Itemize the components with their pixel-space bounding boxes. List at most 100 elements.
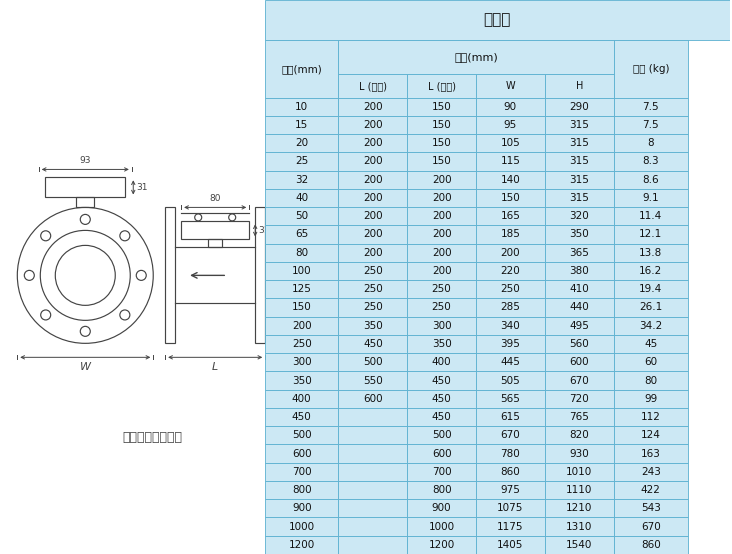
Text: 9.1: 9.1: [643, 193, 659, 203]
Bar: [265, 353, 338, 371]
Bar: [407, 262, 476, 280]
Bar: [476, 262, 545, 280]
Text: 285: 285: [501, 302, 520, 312]
Bar: [545, 134, 613, 152]
Text: 1010: 1010: [566, 467, 592, 477]
Text: 34.2: 34.2: [639, 321, 662, 331]
Text: 1540: 1540: [566, 540, 592, 550]
Bar: [265, 371, 338, 389]
Text: 200: 200: [363, 193, 383, 203]
Bar: [476, 371, 545, 389]
Text: 45: 45: [644, 339, 657, 349]
Text: 670: 670: [641, 522, 661, 532]
Bar: [476, 244, 545, 262]
Bar: [407, 98, 476, 116]
Bar: [545, 262, 613, 280]
Bar: [613, 116, 688, 134]
Text: L (橡胶): L (橡胶): [427, 81, 455, 91]
Bar: [476, 171, 545, 189]
Text: W: W: [506, 81, 515, 91]
Text: 500: 500: [292, 430, 312, 440]
Bar: [407, 371, 476, 389]
Text: 975: 975: [501, 485, 520, 495]
Text: L: L: [212, 362, 218, 372]
Bar: [407, 481, 476, 499]
Bar: [265, 225, 338, 244]
Bar: [476, 499, 545, 517]
Text: 200: 200: [432, 248, 452, 258]
Bar: [545, 152, 613, 171]
Text: 315: 315: [569, 193, 589, 203]
Text: 600: 600: [569, 357, 589, 367]
Bar: [407, 189, 476, 207]
Bar: [265, 481, 338, 499]
Bar: [407, 536, 476, 554]
Bar: [265, 262, 338, 280]
Bar: [338, 536, 407, 554]
Text: 7.5: 7.5: [643, 120, 659, 130]
Bar: [338, 134, 407, 152]
Bar: [338, 280, 407, 299]
Text: 124: 124: [640, 430, 661, 440]
Bar: [338, 262, 407, 280]
Text: 8.3: 8.3: [643, 156, 659, 166]
Bar: [613, 244, 688, 262]
Text: 80: 80: [209, 194, 221, 203]
Text: 150: 150: [432, 138, 452, 148]
Text: 1310: 1310: [566, 522, 592, 532]
Text: 40: 40: [295, 193, 308, 203]
Text: 670: 670: [569, 376, 589, 386]
Bar: [165, 207, 175, 343]
Bar: [545, 299, 613, 317]
Text: 450: 450: [432, 376, 452, 386]
Bar: [265, 389, 338, 408]
Bar: [613, 98, 688, 116]
Bar: [338, 444, 407, 463]
Text: 250: 250: [501, 284, 520, 294]
Bar: [476, 152, 545, 171]
Bar: [338, 299, 407, 317]
Bar: [407, 426, 476, 444]
Text: 200: 200: [432, 229, 452, 239]
Text: 1000: 1000: [428, 522, 455, 532]
Bar: [545, 353, 613, 371]
Text: 500: 500: [432, 430, 452, 440]
Bar: [476, 299, 545, 317]
Bar: [476, 444, 545, 463]
Bar: [476, 317, 545, 335]
Text: 220: 220: [501, 266, 520, 276]
Bar: [613, 353, 688, 371]
Text: 450: 450: [363, 339, 383, 349]
Text: 200: 200: [363, 211, 383, 221]
Text: 1075: 1075: [497, 504, 523, 514]
Text: 1200: 1200: [428, 540, 455, 550]
Text: 93: 93: [80, 156, 91, 166]
Bar: [265, 40, 338, 98]
Bar: [545, 116, 613, 134]
Text: 315: 315: [569, 175, 589, 184]
Bar: [613, 371, 688, 389]
Bar: [613, 225, 688, 244]
Text: 765: 765: [569, 412, 589, 422]
Text: 600: 600: [432, 449, 452, 459]
Bar: [545, 389, 613, 408]
Text: 200: 200: [363, 138, 383, 148]
Text: 350: 350: [432, 339, 452, 349]
Bar: [265, 317, 338, 335]
Bar: [338, 499, 407, 517]
Text: 50: 50: [295, 211, 308, 221]
Text: 99: 99: [644, 394, 657, 404]
Text: 365: 365: [569, 248, 589, 258]
Text: 19.4: 19.4: [639, 284, 662, 294]
Text: 600: 600: [292, 449, 312, 459]
Bar: [613, 481, 688, 499]
Bar: [338, 317, 407, 335]
Text: 口径(mm): 口径(mm): [281, 64, 322, 74]
Bar: [407, 116, 476, 134]
Bar: [476, 280, 545, 299]
Bar: [407, 353, 476, 371]
Bar: [476, 116, 545, 134]
Text: 140: 140: [501, 175, 520, 184]
Bar: [476, 481, 545, 499]
Text: 法兰形（分体型）: 法兰形（分体型）: [123, 431, 183, 444]
